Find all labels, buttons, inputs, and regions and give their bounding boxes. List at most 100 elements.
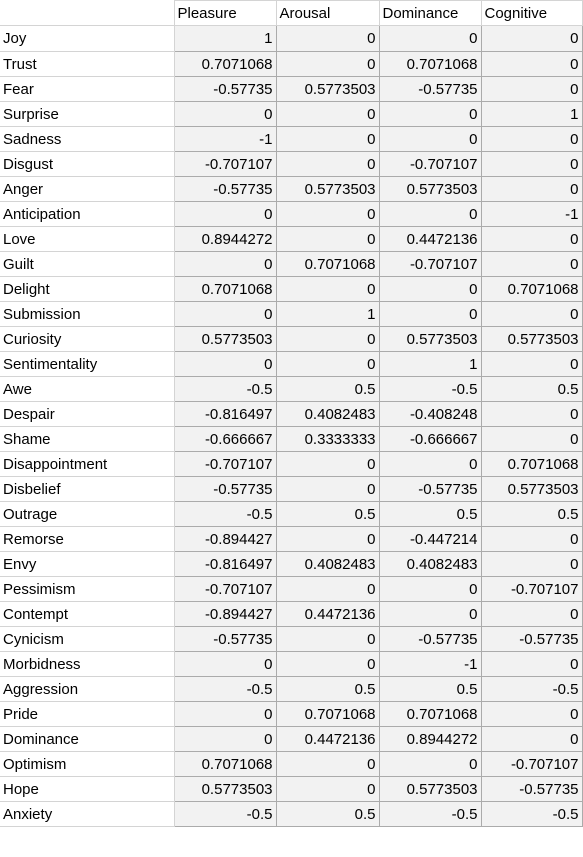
value-cell[interactable]: 0.5773503 — [173, 776, 277, 802]
value-cell[interactable]: -0.816497 — [173, 551, 277, 577]
value-cell[interactable]: 0 — [480, 601, 583, 627]
row-label-cell[interactable]: Despair — [0, 401, 175, 427]
value-cell[interactable]: 0 — [480, 551, 583, 577]
value-cell[interactable]: -0.707107 — [480, 751, 583, 777]
row-label-cell[interactable]: Delight — [0, 276, 175, 302]
value-cell[interactable]: 0.5773503 — [275, 76, 380, 102]
value-cell[interactable]: 0 — [275, 51, 380, 77]
value-cell[interactable]: -0.707107 — [378, 151, 482, 177]
value-cell[interactable]: -0.447214 — [378, 526, 482, 552]
value-cell[interactable]: 0 — [275, 576, 380, 602]
value-cell[interactable]: 0 — [378, 101, 482, 127]
value-cell[interactable]: 0 — [480, 301, 583, 327]
value-cell[interactable]: 0 — [173, 101, 277, 127]
value-cell[interactable]: 0 — [480, 401, 583, 427]
value-cell[interactable]: 0 — [378, 201, 482, 227]
value-cell[interactable]: 0 — [480, 51, 583, 77]
value-cell[interactable]: 0 — [275, 651, 380, 677]
value-cell[interactable]: 0.4472136 — [378, 226, 482, 252]
value-cell[interactable]: 0 — [480, 526, 583, 552]
value-cell[interactable]: 0 — [480, 251, 583, 277]
value-cell[interactable]: 0 — [275, 126, 380, 152]
value-cell[interactable]: 0 — [275, 626, 380, 652]
value-cell[interactable]: 0 — [378, 126, 482, 152]
value-cell[interactable]: 0 — [275, 25, 380, 52]
value-cell[interactable]: -0.5 — [173, 801, 277, 827]
value-cell[interactable]: 0.7071068 — [275, 701, 380, 727]
value-cell[interactable]: 0.8944272 — [378, 726, 482, 752]
row-label-cell[interactable]: Shame — [0, 426, 175, 452]
value-cell[interactable]: 0 — [275, 326, 380, 352]
value-cell[interactable]: 0 — [275, 751, 380, 777]
value-cell[interactable]: 0.5 — [480, 501, 583, 527]
value-cell[interactable]: -1 — [173, 126, 277, 152]
value-cell[interactable]: 0.4472136 — [275, 601, 380, 627]
value-cell[interactable]: -0.5 — [173, 676, 277, 702]
value-cell[interactable]: 0 — [275, 451, 380, 477]
value-cell[interactable]: 0.4082483 — [378, 551, 482, 577]
value-cell[interactable]: 0 — [275, 226, 380, 252]
value-cell[interactable]: -0.666667 — [173, 426, 277, 452]
value-cell[interactable]: 0 — [480, 701, 583, 727]
value-cell[interactable]: -0.57735 — [173, 626, 277, 652]
value-cell[interactable]: -0.57735 — [378, 476, 482, 502]
row-label-cell[interactable]: Curiosity — [0, 326, 175, 352]
value-cell[interactable]: 0 — [480, 76, 583, 102]
value-cell[interactable]: 0.7071068 — [173, 276, 277, 302]
value-cell[interactable]: 0 — [173, 701, 277, 727]
value-cell[interactable]: 0.7071068 — [480, 451, 583, 477]
value-cell[interactable]: 0.3333333 — [275, 426, 380, 452]
row-label-cell[interactable]: Awe — [0, 376, 175, 402]
value-cell[interactable]: 0 — [275, 151, 380, 177]
row-label-cell[interactable]: Love — [0, 226, 175, 252]
value-cell[interactable]: 0 — [480, 651, 583, 677]
value-cell[interactable]: 0.7071068 — [275, 251, 380, 277]
row-label-cell[interactable]: Optimism — [0, 751, 175, 777]
value-cell[interactable]: 0 — [173, 251, 277, 277]
row-label-cell[interactable]: Anticipation — [0, 201, 175, 227]
row-label-cell[interactable]: Pessimism — [0, 576, 175, 602]
value-cell[interactable]: 0.5 — [378, 501, 482, 527]
value-cell[interactable]: 1 — [173, 25, 277, 52]
value-cell[interactable]: -0.707107 — [173, 151, 277, 177]
column-header[interactable]: Cognitive — [480, 0, 583, 26]
value-cell[interactable]: 0.5773503 — [480, 476, 583, 502]
value-cell[interactable]: 0.5773503 — [275, 176, 380, 202]
value-cell[interactable]: -0.57735 — [378, 626, 482, 652]
row-label-cell[interactable]: Submission — [0, 301, 175, 327]
value-cell[interactable]: -0.57735 — [173, 476, 277, 502]
value-cell[interactable]: -0.707107 — [378, 251, 482, 277]
value-cell[interactable]: -0.57735 — [480, 776, 583, 802]
value-cell[interactable]: 0 — [480, 726, 583, 752]
row-label-cell[interactable]: Disbelief — [0, 476, 175, 502]
value-cell[interactable]: -0.5 — [173, 376, 277, 402]
row-label-cell[interactable]: Fear — [0, 76, 175, 102]
value-cell[interactable]: 0 — [275, 526, 380, 552]
value-cell[interactable]: -0.816497 — [173, 401, 277, 427]
value-cell[interactable]: -0.5 — [480, 676, 583, 702]
value-cell[interactable]: 0.5773503 — [378, 326, 482, 352]
row-label-cell[interactable]: Cynicism — [0, 626, 175, 652]
column-header[interactable]: Dominance — [378, 0, 482, 26]
row-label-cell[interactable]: Guilt — [0, 251, 175, 277]
row-label-cell[interactable]: Envy — [0, 551, 175, 577]
value-cell[interactable]: 1 — [275, 301, 380, 327]
value-cell[interactable]: 0 — [378, 276, 482, 302]
value-cell[interactable]: -0.408248 — [378, 401, 482, 427]
corner-cell[interactable] — [0, 0, 174, 26]
row-label-cell[interactable]: Surprise — [0, 101, 175, 127]
row-label-cell[interactable]: Anxiety — [0, 801, 175, 827]
value-cell[interactable]: 0.5 — [378, 676, 482, 702]
value-cell[interactable]: 0.7071068 — [378, 701, 482, 727]
value-cell[interactable]: 0.4082483 — [275, 401, 380, 427]
row-label-cell[interactable]: Anger — [0, 176, 175, 202]
value-cell[interactable]: 0 — [173, 726, 277, 752]
row-label-cell[interactable]: Disgust — [0, 151, 175, 177]
value-cell[interactable]: -0.707107 — [480, 576, 583, 602]
row-label-cell[interactable]: Contempt — [0, 601, 175, 627]
value-cell[interactable]: -0.5 — [378, 376, 482, 402]
value-cell[interactable]: -0.57735 — [480, 626, 583, 652]
value-cell[interactable]: -0.5 — [378, 801, 482, 827]
value-cell[interactable]: 0.4082483 — [275, 551, 380, 577]
value-cell[interactable]: 0.7071068 — [173, 751, 277, 777]
